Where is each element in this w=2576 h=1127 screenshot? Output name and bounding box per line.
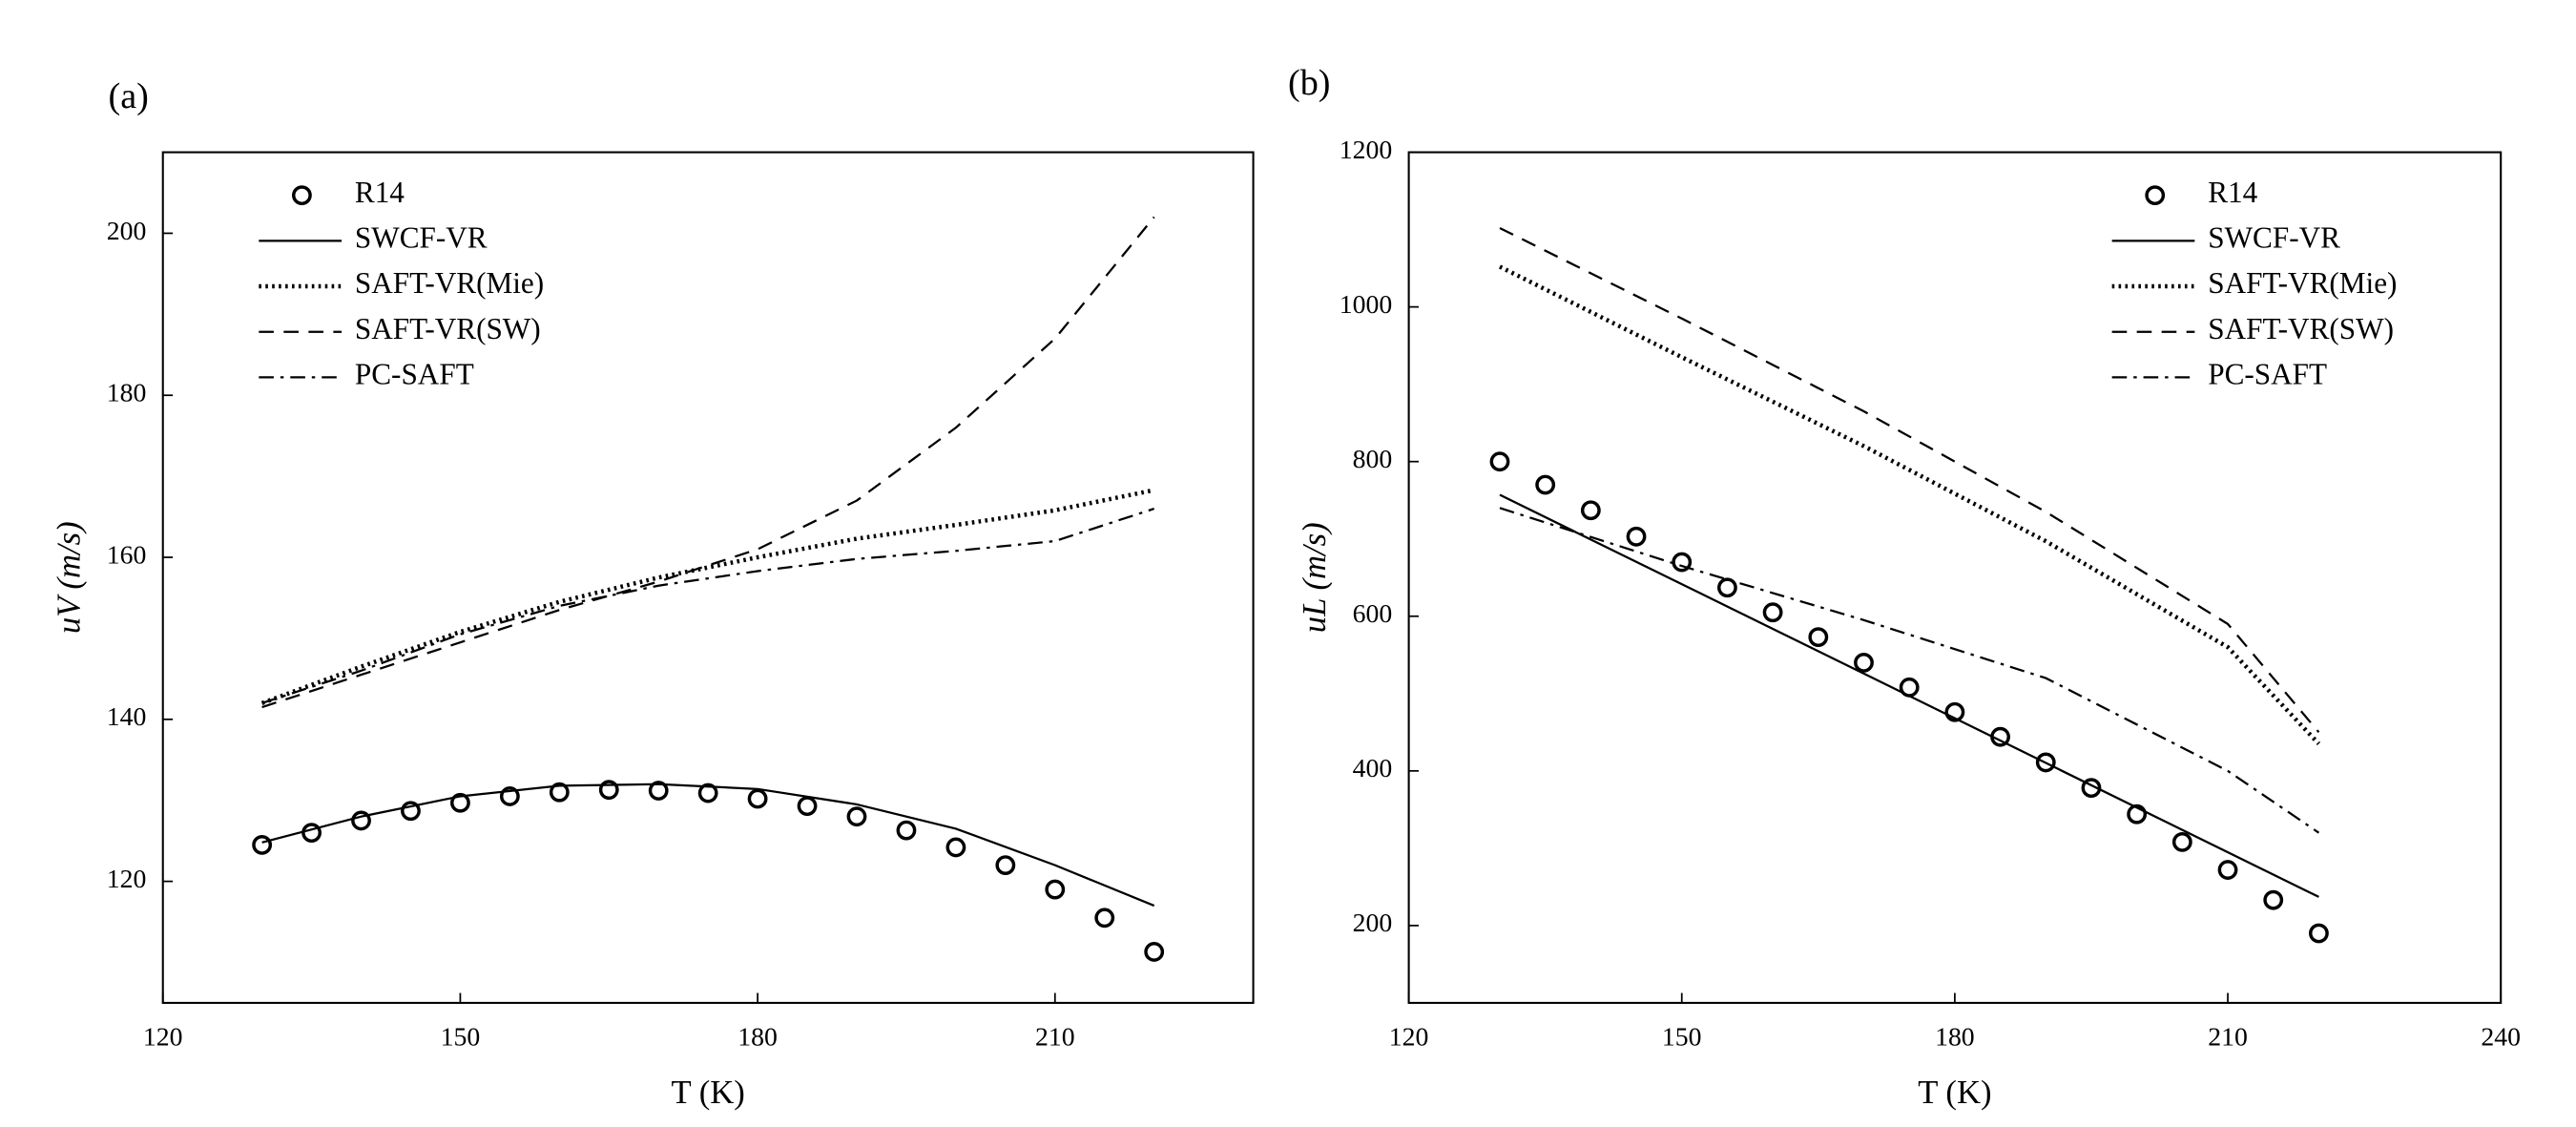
series-line	[261, 783, 1155, 908]
x-tick-label: 150	[1662, 1022, 1702, 1052]
x-axis-label: T (K)	[1918, 1074, 1991, 1111]
legend-label: SWCF-VR	[355, 220, 488, 254]
x-tick-label: 120	[143, 1022, 183, 1052]
data-point	[2217, 860, 2238, 880]
x-tick-label: 120	[1389, 1022, 1429, 1052]
data-point	[1944, 701, 1965, 722]
panel-label: (a)	[109, 76, 149, 116]
data-point	[648, 781, 669, 801]
y-tick-label: 140	[107, 702, 147, 732]
y-tick-label: 200	[1353, 908, 1393, 938]
data-point	[1672, 552, 1693, 573]
data-point	[1854, 652, 1874, 673]
data-point	[697, 783, 718, 804]
series-line	[1498, 264, 2321, 746]
series-line	[260, 488, 1155, 705]
series-line	[1499, 493, 2319, 898]
y-tick-label: 1200	[1340, 136, 1392, 165]
legend-label: PC-SAFT	[355, 358, 474, 391]
panel-label: (b)	[1288, 63, 1330, 103]
legend-label: SAFT-VR(Mie)	[2208, 266, 2397, 300]
legend-label: SAFT-VR(SW)	[355, 312, 541, 345]
legend-label: PC-SAFT	[2208, 358, 2327, 391]
data-point	[846, 806, 867, 827]
x-tick-label: 150	[441, 1022, 481, 1052]
x-tick-label: 210	[2208, 1022, 2248, 1052]
x-tick-label: 240	[2481, 1022, 2521, 1052]
data-point	[2309, 923, 2329, 944]
legend-marker	[292, 185, 312, 206]
data-point	[1717, 577, 1737, 598]
data-point	[598, 780, 619, 801]
series-line	[261, 508, 1155, 704]
data-point	[1580, 500, 1601, 521]
data-point	[499, 786, 520, 806]
series-line	[1499, 226, 2320, 734]
data-point	[945, 837, 966, 858]
data-point	[1626, 526, 1647, 547]
y-tick-label: 180	[107, 379, 147, 408]
y-tick-label: 160	[107, 540, 147, 570]
data-point	[1808, 627, 1829, 648]
y-axis-label: uV (m/s)	[50, 521, 87, 634]
y-tick-label: 1000	[1340, 290, 1392, 320]
data-point	[2127, 804, 2148, 824]
legend-label: SAFT-VR(SW)	[2208, 312, 2394, 345]
data-point	[797, 796, 818, 817]
y-axis-label: uL (m/s)	[1296, 522, 1333, 633]
y-tick-label: 400	[1353, 754, 1393, 783]
data-point	[2035, 752, 2056, 773]
legend-label: R14	[355, 176, 405, 209]
data-point	[1144, 942, 1165, 962]
y-tick-label: 600	[1353, 599, 1393, 629]
data-point	[2263, 889, 2284, 910]
data-point	[1094, 908, 1115, 929]
data-point	[401, 801, 421, 822]
series-line	[261, 216, 1155, 709]
y-tick-label: 120	[107, 865, 147, 894]
legend-label: R14	[2208, 176, 2257, 209]
x-tick-label: 210	[1035, 1022, 1075, 1052]
data-point	[2081, 778, 2102, 799]
data-point	[450, 792, 470, 813]
x-tick-label: 180	[1935, 1022, 1975, 1052]
data-point	[549, 782, 570, 803]
data-point	[896, 820, 917, 841]
data-point	[747, 788, 768, 809]
data-point	[1762, 602, 1783, 623]
legend-label: SWCF-VR	[2208, 220, 2340, 254]
legend-marker	[2145, 185, 2166, 206]
data-point	[351, 810, 371, 831]
series-line	[1499, 507, 2320, 834]
data-point	[995, 855, 1016, 876]
y-tick-label: 200	[107, 217, 147, 246]
data-point	[1045, 879, 1066, 900]
data-point	[252, 834, 273, 855]
x-axis-label: T (K)	[671, 1074, 744, 1111]
data-point	[2171, 831, 2192, 852]
legend-label: SAFT-VR(Mie)	[355, 266, 544, 300]
data-point	[1489, 451, 1510, 472]
plot-frame	[161, 151, 1255, 1004]
x-tick-label: 180	[737, 1022, 778, 1052]
y-tick-label: 800	[1353, 445, 1393, 474]
data-point	[1535, 474, 1556, 495]
